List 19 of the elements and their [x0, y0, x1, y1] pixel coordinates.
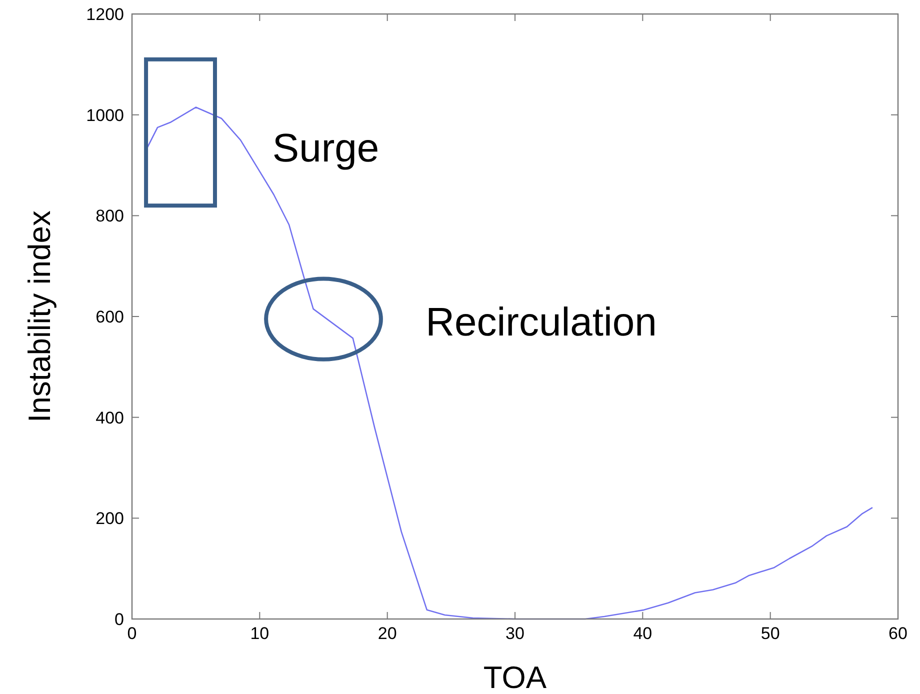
x-tick-label: 30	[506, 624, 524, 643]
x-tick-label: 50	[760, 624, 780, 643]
x-tick-label: 40	[633, 624, 652, 643]
x-tick-label: 0	[127, 624, 137, 643]
x-tick-label: 10	[250, 624, 270, 643]
x-tick-label: 20	[378, 624, 397, 643]
y-tick-label: 1200	[86, 5, 124, 24]
x-tick-label: 60	[888, 624, 908, 643]
y-tick-label: 800	[96, 206, 124, 226]
annotation: Surge	[272, 126, 380, 171]
y-tick-label: 200	[96, 509, 124, 528]
y-tick-label: 400	[96, 408, 124, 428]
line-series	[146, 106, 874, 620]
annotation: Recirculation	[426, 300, 657, 345]
y-tick-label: 1000	[86, 106, 124, 125]
y-axis-title: Instability index	[22, 210, 57, 422]
x-axis-title: TOA	[483, 660, 547, 694]
y-tick-label: 0	[114, 610, 124, 629]
y-tick-label: 600	[96, 308, 124, 326]
